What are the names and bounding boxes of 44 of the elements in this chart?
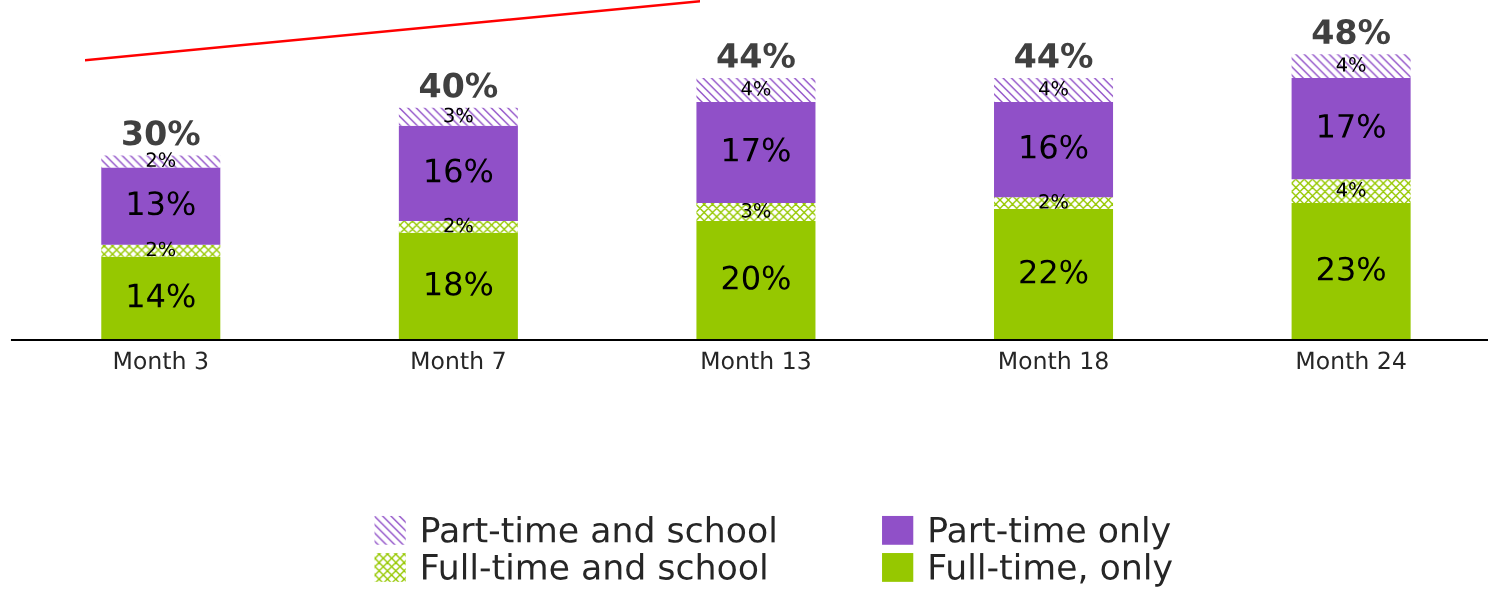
data-label: 2%	[444, 217, 473, 233]
data-label: 17%	[723, 137, 790, 162]
legend-label: Part-time and school	[423, 515, 775, 543]
data-label: 2%	[146, 152, 176, 168]
bar	[696, 220, 816, 340]
data-label: 20%	[722, 265, 790, 290]
bar	[696, 78, 816, 102]
bar	[398, 232, 518, 340]
x-tick-label: Month 18	[1000, 351, 1108, 370]
x-tick-label: Month 24	[1297, 351, 1406, 370]
x-tick-label: Month 3	[114, 351, 208, 370]
total-label: 44%	[1015, 42, 1093, 69]
x-tick-label: Month 13	[702, 351, 810, 370]
legend-label: Full-time, only	[930, 553, 1172, 587]
data-label: 14%	[128, 283, 195, 308]
data-label: 16%	[426, 158, 493, 183]
data-label: 2%	[1039, 194, 1068, 209]
bar	[1291, 78, 1411, 180]
legend-label: Full-time and school	[423, 553, 766, 580]
total-label: 30%	[123, 120, 200, 146]
bar	[1291, 203, 1411, 340]
bar	[994, 209, 1114, 340]
total-label: 48%	[1312, 19, 1390, 45]
bar	[398, 107, 518, 126]
x-tick-label: Month 7	[412, 351, 505, 370]
data-label: 23%	[1317, 256, 1385, 281]
bar	[1291, 179, 1411, 204]
data-label: 13%	[128, 191, 195, 216]
data-label: 2%	[146, 241, 176, 257]
bar	[1291, 54, 1411, 79]
bar	[101, 256, 221, 340]
bar	[994, 78, 1114, 102]
data-label: 17%	[1319, 113, 1385, 138]
data-label: 4%	[1336, 57, 1366, 72]
data-label: 16%	[1021, 134, 1088, 159]
total-label: 40%	[419, 72, 498, 98]
data-label: 3%	[444, 107, 473, 123]
data-label: 22%	[1020, 259, 1088, 284]
data-label: 18%	[426, 271, 493, 296]
bar	[696, 101, 816, 204]
legend-label: Part-time only	[930, 515, 1171, 550]
data-label: 4%	[741, 80, 771, 96]
total-label: 44%	[717, 42, 795, 69]
data-label: 4%	[1039, 80, 1068, 96]
